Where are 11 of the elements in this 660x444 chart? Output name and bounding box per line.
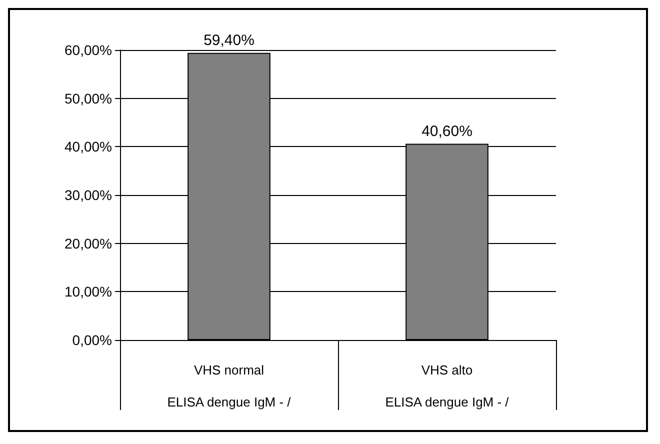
category-label: VHS alto ELISA dengue IgM - /	[385, 362, 509, 410]
y-tick-label: 20,00%	[64, 235, 112, 252]
y-tick-label: 30,00%	[64, 187, 112, 203]
y-tick-label: 0,00%	[72, 332, 112, 348]
category-label: VHS normal ELISA dengue IgM - /	[167, 362, 291, 410]
y-tick-label: 60,00%	[64, 42, 112, 58]
y-tick-label: 40,00%	[64, 138, 112, 155]
y-tick-label: 10,00%	[64, 284, 112, 300]
data-label: 40,60%	[422, 122, 472, 140]
data-label: 59,40%	[204, 32, 254, 49]
y-tick-label: 50,00%	[64, 90, 112, 106]
